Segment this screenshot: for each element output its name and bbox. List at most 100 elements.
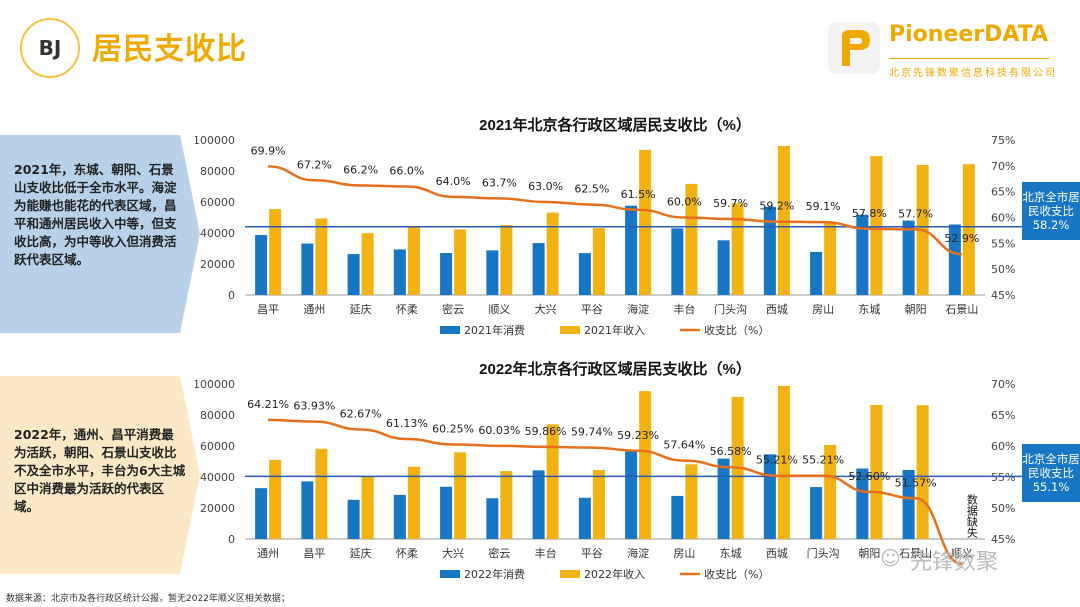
x-tick-label: 顺义 xyxy=(488,303,510,316)
chart-2022: 2022年北京各行政区域居民支收比（%） 0 20000 40000 60000 8000… xyxy=(195,360,1025,581)
bar-consumption xyxy=(578,253,591,295)
y-tick-label: 100000 xyxy=(195,134,235,147)
ratio-data-label: 60.25% xyxy=(432,422,474,435)
y-tick-label: 80000 xyxy=(200,409,235,422)
bar-income xyxy=(315,218,328,295)
city-ratio-callout-2022: 北京全市居民收支比55.1% xyxy=(1022,444,1080,502)
ratio-data-label: 66.2% xyxy=(343,163,378,176)
ratio-data-label: 64.21% xyxy=(247,398,289,411)
bar-consumption xyxy=(301,481,314,539)
bar-income xyxy=(454,452,467,539)
bar-consumption xyxy=(856,468,869,539)
ratio-data-label: 59.2% xyxy=(759,200,794,213)
legend-label: 2022年收入 xyxy=(584,567,645,581)
bar-income xyxy=(685,183,698,295)
x-tick-label: 平谷 xyxy=(581,547,603,560)
bar-consumption xyxy=(763,454,776,539)
bar-consumption xyxy=(393,494,406,539)
bar-consumption xyxy=(625,205,638,295)
x-tick-label: 密云 xyxy=(488,546,510,560)
y-tick-label: 20000 xyxy=(200,258,235,271)
y-tick-label: 60000 xyxy=(200,196,235,209)
region-badge: BJ xyxy=(20,18,80,78)
ratio-data-label: 62.5% xyxy=(574,183,609,196)
ratio-data-label: 57.7% xyxy=(898,207,933,220)
city-ratio-callout-2021: 北京全市居民收支比58.2% xyxy=(1022,182,1080,240)
chart-title: 2021年北京各行政区域居民支收比（%） xyxy=(479,116,751,134)
insight-panel-2021: 2021年，东城、朝阳、石景山支收比低于全市水平。海淀为能赚也能花的代表区域，昌… xyxy=(0,135,200,333)
ratio-data-label: 59.7% xyxy=(713,197,748,210)
bar-income xyxy=(269,209,282,295)
bar-consumption xyxy=(625,451,638,539)
bar-consumption xyxy=(347,499,360,539)
bar-income xyxy=(777,385,790,539)
ratio-data-label: 51.57% xyxy=(895,476,937,489)
bar-income xyxy=(500,224,513,295)
x-tick-label: 密云 xyxy=(442,302,464,316)
bar-consumption xyxy=(948,224,961,295)
bar-consumption xyxy=(532,470,545,539)
brand-logo-icon xyxy=(828,22,880,74)
bar-consumption xyxy=(440,252,453,295)
bar-income xyxy=(685,464,698,539)
x-tick-label: 西城 xyxy=(766,303,788,316)
bar-consumption xyxy=(763,206,776,295)
bar-consumption xyxy=(856,214,869,295)
legend-swatch xyxy=(440,570,460,578)
x-tick-label: 朝阳 xyxy=(858,547,880,560)
bar-consumption xyxy=(717,458,730,539)
y2-tick-label: 55% xyxy=(991,237,1015,250)
bar-consumption xyxy=(902,220,915,295)
x-tick-label: 通州 xyxy=(303,303,325,316)
y-tick-label: 0 xyxy=(228,533,235,546)
bar-income xyxy=(546,212,559,295)
ratio-data-label: 56.58% xyxy=(710,445,752,458)
legend-label: 收支比（%） xyxy=(704,323,769,337)
y2-tick-label: 60% xyxy=(991,440,1015,453)
insight-panel-2022: 2022年，通州、昌平消费最为活跃，朝阳、石景山支收比不及全市水平，丰台为6大主… xyxy=(0,376,200,574)
ratio-data-label: 52.60% xyxy=(848,470,890,483)
y-tick-label: 20000 xyxy=(200,502,235,515)
bar-income xyxy=(361,476,374,539)
ratio-data-label: 64.0% xyxy=(436,175,471,188)
x-tick-label: 昌平 xyxy=(303,547,325,560)
bar-income xyxy=(361,233,374,295)
x-tick-label: 怀柔 xyxy=(396,303,418,316)
ratio-data-label: 59.1% xyxy=(806,200,841,213)
bar-income xyxy=(546,424,559,539)
x-tick-label: 石景山 xyxy=(899,547,932,560)
y2-tick-label: 70% xyxy=(991,160,1015,173)
x-tick-label: 丰台 xyxy=(535,546,557,560)
chart-title: 2022年北京各行政区域居民支收比（%） xyxy=(479,360,751,378)
ratio-data-label: 66.0% xyxy=(389,165,424,178)
legend-label: 收支比（%） xyxy=(704,567,769,581)
region-badge-text: BJ xyxy=(38,36,62,60)
bar-income xyxy=(824,221,837,295)
ratio-data-label: 63.7% xyxy=(482,176,517,189)
brand-name: PioneerDATA xyxy=(889,22,1049,47)
bar-consumption xyxy=(440,486,453,539)
bar-consumption xyxy=(810,251,823,295)
bar-consumption xyxy=(902,470,915,539)
bar-income xyxy=(962,164,975,295)
ratio-data-label: 69.9% xyxy=(251,144,286,157)
ratio-data-label: 57.64% xyxy=(663,439,705,452)
ratio-line xyxy=(268,418,963,566)
legend-label: 2021年收入 xyxy=(584,323,645,337)
y2-tick-label: 50% xyxy=(991,502,1015,515)
x-tick-label: 门头沟 xyxy=(807,546,840,560)
ratio-data-label: 55.21% xyxy=(756,454,798,467)
y-tick-label: 40000 xyxy=(200,227,235,240)
y2-tick-label: 45% xyxy=(991,289,1015,302)
y2-tick-label: 60% xyxy=(991,212,1015,225)
bar-consumption xyxy=(578,497,591,539)
ratio-data-label: 63.93% xyxy=(293,400,335,413)
bar-income xyxy=(639,149,652,295)
x-tick-label: 通州 xyxy=(257,547,279,560)
x-tick-label: 门头沟 xyxy=(714,302,747,316)
x-tick-label: 石景山 xyxy=(945,303,978,316)
x-tick-label: 顺义 xyxy=(951,547,973,560)
y2-tick-label: 75% xyxy=(991,134,1015,147)
legend-swatch xyxy=(560,326,580,334)
ratio-data-label: 60.0% xyxy=(667,196,702,209)
